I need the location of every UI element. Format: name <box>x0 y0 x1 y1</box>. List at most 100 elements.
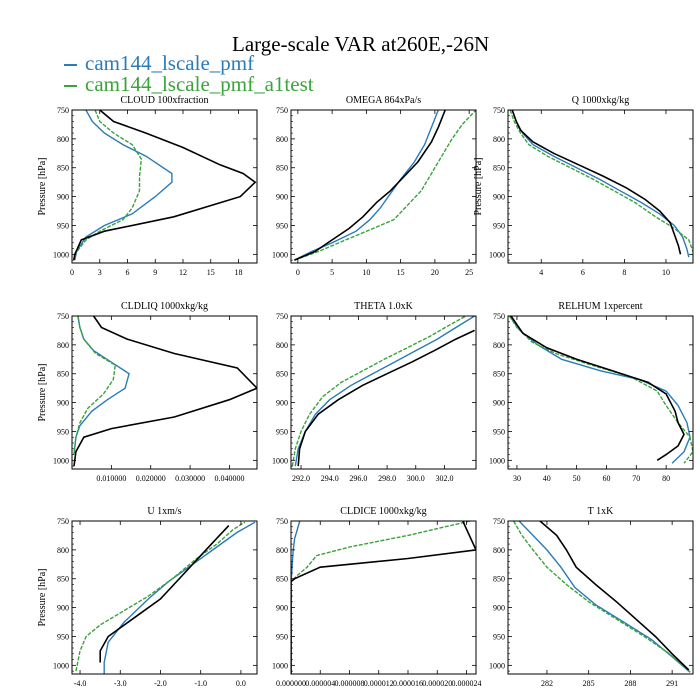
y-tick-label: 850 <box>493 575 505 584</box>
x-tick-label: 0.000020 <box>422 679 452 688</box>
x-tick-label: 0 <box>296 268 300 277</box>
series-line-2 <box>73 110 143 261</box>
x-tick-label: 296.0 <box>349 474 367 483</box>
x-tick-label: 302.0 <box>435 474 453 483</box>
series-line-1 <box>511 110 690 258</box>
x-tick-label: 50 <box>573 474 581 483</box>
y-tick-label: 900 <box>276 604 288 613</box>
x-tick-label: -1.0 <box>194 679 207 688</box>
plot-frame <box>290 520 477 675</box>
y-tick-label: 750 <box>276 517 288 526</box>
x-tick-label: 0.030000 <box>175 474 205 483</box>
series-line-1 <box>294 316 475 467</box>
chart-panel-5: THETA 1.0xK 750 800 850 900 950 1000 292.0 294.0… <box>272 301 477 483</box>
panel-title: U 1xm/s <box>147 506 181 517</box>
y-tick-label: 1000 <box>489 250 505 259</box>
legend-entry-series-1: cam144_lscale_pmf <box>64 52 254 74</box>
x-tick-label: 18 <box>235 268 243 277</box>
y-tick-label: 800 <box>493 135 505 144</box>
series-line-2 <box>508 316 693 464</box>
plot-frame <box>507 315 694 470</box>
y-tick-label: 950 <box>493 632 505 641</box>
y-tick-label: 750 <box>493 312 505 321</box>
y-tick-label: 850 <box>276 575 288 584</box>
x-tick-label: 0.000004 <box>305 679 335 688</box>
figure-title: Large-scale VAR at260E,-26N <box>232 32 490 56</box>
x-tick-label: 0.000000 <box>276 679 306 688</box>
plot-frame <box>71 109 258 264</box>
y-tick-label: 900 <box>276 193 288 202</box>
y-tick-label: 900 <box>276 399 288 408</box>
x-tick-label: 0.000008 <box>334 679 364 688</box>
y-tick-label: 1000 <box>489 456 505 465</box>
y-tick-label: 800 <box>57 135 69 144</box>
plot-frame <box>71 315 258 470</box>
x-tick-label: -2.0 <box>154 679 167 688</box>
y-tick-label: 800 <box>57 341 69 350</box>
y-tick-label: 900 <box>493 604 505 613</box>
x-tick-label: 10 <box>362 268 370 277</box>
series-line-1 <box>508 316 691 464</box>
panel-title: RELHUM 1xpercent <box>558 301 642 312</box>
x-tick-label: 12 <box>179 268 187 277</box>
y-tick-label: 950 <box>57 632 69 641</box>
y-tick-label: 800 <box>276 341 288 350</box>
x-tick-label: 294.0 <box>321 474 339 483</box>
y-tick-label: 900 <box>57 193 69 202</box>
y-tick-label: 850 <box>493 164 505 173</box>
x-tick-label: 298.0 <box>378 474 396 483</box>
series-line-reference <box>297 329 475 467</box>
x-tick-label: 3 <box>98 268 102 277</box>
series-line-reference <box>291 521 476 674</box>
x-tick-label: 0.000016 <box>393 679 423 688</box>
x-tick-label: 40 <box>543 474 551 483</box>
x-tick-label: 0.000024 <box>451 679 481 688</box>
y-tick-label: 950 <box>493 427 505 436</box>
y-tick-label: 800 <box>57 546 69 555</box>
y-axis-label: Pressure [hPa] <box>37 157 48 215</box>
x-tick-label: 80 <box>662 474 670 483</box>
legend-line-swatch <box>64 85 77 88</box>
y-tick-label: 850 <box>57 164 69 173</box>
plot-frame <box>507 520 694 675</box>
x-tick-label: 6 <box>126 268 130 277</box>
plot-frame <box>71 520 258 675</box>
x-tick-label: 6 <box>581 268 585 277</box>
y-tick-label: 750 <box>57 106 69 115</box>
chart-panel-1: CLOUD 100xfraction 750 800 850 900 950 10000 3 6… <box>37 95 258 277</box>
y-tick-label: 850 <box>493 370 505 379</box>
x-tick-label: 15 <box>397 268 405 277</box>
y-tick-label: 900 <box>493 399 505 408</box>
y-tick-label: 750 <box>57 517 69 526</box>
series-line-2 <box>75 521 246 672</box>
y-axis-label: Pressure [hPa] <box>473 157 484 215</box>
y-tick-label: 950 <box>57 221 69 230</box>
series-line-1 <box>74 110 173 261</box>
x-tick-label: 291 <box>666 679 678 688</box>
series-line-2 <box>291 521 471 674</box>
y-tick-label: 1000 <box>272 250 288 259</box>
y-tick-label: 750 <box>276 312 288 321</box>
x-tick-label: 0 <box>70 268 74 277</box>
y-axis-label: Pressure [hPa] <box>37 363 48 421</box>
series-line-1 <box>518 521 691 673</box>
x-tick-label: 0.0 <box>236 679 246 688</box>
y-tick-label: 1000 <box>53 456 69 465</box>
y-tick-label: 900 <box>57 604 69 613</box>
y-tick-label: 1000 <box>53 250 69 259</box>
chart-panel-8: CLDICE 1000xkg/kg 750 800 850 900 950 1000 0.00… <box>272 506 481 688</box>
y-tick-label: 850 <box>57 370 69 379</box>
y-axis-label: Pressure [hPa] <box>37 568 48 626</box>
x-tick-label: 288 <box>624 679 636 688</box>
x-tick-label: 25 <box>465 268 473 277</box>
series-line-2 <box>294 110 476 261</box>
x-tick-label: 9 <box>153 268 157 277</box>
chart-panel-2: OMEGA 864xPa/s 750 800 850 900 950 1000 0 5 10 15 2… <box>272 95 477 277</box>
series-line-reference <box>511 110 682 255</box>
x-tick-label: 282 <box>541 679 553 688</box>
x-tick-label: 300.0 <box>407 474 425 483</box>
y-tick-label: 1000 <box>53 661 69 670</box>
y-tick-label: 800 <box>493 341 505 350</box>
plot-frame <box>290 315 477 470</box>
y-tick-label: 800 <box>493 546 505 555</box>
